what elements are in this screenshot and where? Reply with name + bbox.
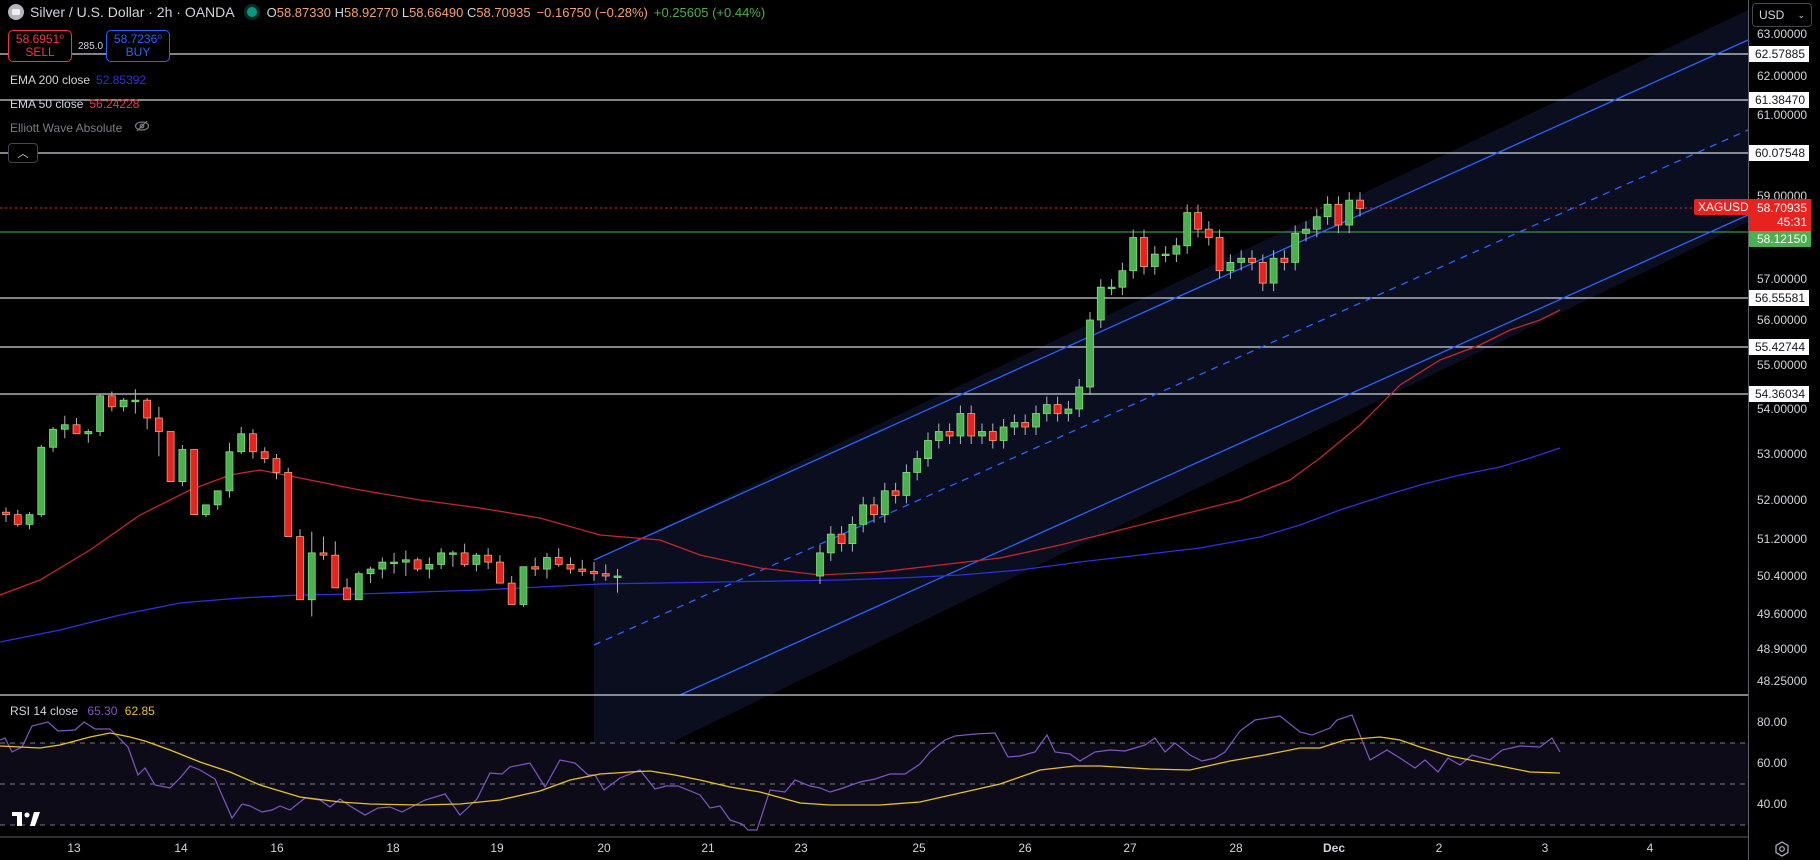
- price-tick: 52.00000: [1757, 493, 1808, 507]
- green-level-label: 58.12150: [1749, 231, 1811, 247]
- price-tick: 50.40000: [1757, 569, 1808, 583]
- time-tick: 25: [912, 841, 926, 855]
- level-label: 61.38470: [1749, 92, 1809, 108]
- collapse-legend-button[interactable]: ︿: [8, 143, 38, 163]
- settings-gear-icon[interactable]: [1774, 841, 1790, 857]
- price-tick: 51.20000: [1757, 532, 1808, 546]
- time-tick: 16: [270, 841, 284, 855]
- price-tick: 49.60000: [1757, 607, 1808, 621]
- price-tick: 62.00000: [1757, 69, 1808, 83]
- time-tick: 18: [386, 841, 400, 855]
- time-tick: 28: [1229, 841, 1243, 855]
- price-tick: 57.00000: [1757, 272, 1808, 286]
- chevron-up-icon: ︿: [17, 148, 29, 160]
- price-tick: 53.00000: [1757, 447, 1808, 461]
- rsi-tick: 80.00: [1757, 715, 1788, 729]
- time-tick: 13: [67, 841, 81, 855]
- tradingview-logo-icon[interactable]: [12, 812, 40, 831]
- silver-logo-icon: [8, 4, 24, 20]
- level-label: 55.42744: [1749, 339, 1809, 355]
- level-label: 60.07548: [1749, 145, 1809, 161]
- price-tick: 54.00000: [1757, 402, 1808, 416]
- buy-button[interactable]: 58.7236⁰ BUY: [106, 30, 170, 62]
- indicator-elliott-wave[interactable]: Elliott Wave Absolute: [10, 120, 150, 135]
- price-change-secondary: +0.25605 (+0.44%): [653, 4, 766, 20]
- price-tick: 48.25000: [1757, 674, 1808, 688]
- currency-select[interactable]: USD ⌄: [1752, 3, 1812, 27]
- time-axis[interactable]: [0, 838, 1748, 860]
- time-tick: 4: [1646, 841, 1654, 855]
- price-tick: 63.00000: [1757, 27, 1808, 41]
- time-tick: Dec: [1322, 841, 1346, 855]
- price-chart[interactable]: [0, 0, 1748, 860]
- time-tick: 3: [1541, 841, 1549, 855]
- indicator-ema200[interactable]: EMA 200 close 52.85392: [10, 73, 147, 87]
- price-change: −0.16750 (−0.28%): [536, 4, 648, 20]
- price-tick: 61.00000: [1757, 108, 1808, 122]
- level-label: 62.57885: [1749, 46, 1809, 62]
- time-tick: 21: [701, 841, 715, 855]
- time-tick: 2: [1435, 841, 1443, 855]
- rsi-tick: 40.00: [1757, 797, 1788, 811]
- spread-value: 285.0: [78, 40, 104, 52]
- symbol-price-label: XAGUSD: [1694, 199, 1753, 215]
- chevron-down-icon: ⌄: [1797, 9, 1805, 20]
- price-tick: 55.00000: [1757, 358, 1808, 372]
- trade-buttons: 58.6951⁰ SELL 285.0 58.7236⁰ BUY: [8, 30, 170, 62]
- market-status-icon[interactable]: [246, 7, 257, 17]
- symbol-title[interactable]: Silver / U.S. Dollar · 2h · OANDA: [30, 4, 235, 20]
- level-label: 56.55581: [1749, 290, 1809, 306]
- time-tick: 19: [490, 841, 504, 855]
- ohlc-values: O58.87330 H58.92770 L58.66490 C58.70935: [266, 4, 531, 20]
- current-price-label: 58.70935 45:31: [1749, 199, 1811, 231]
- time-tick: 27: [1123, 841, 1137, 855]
- symbol-legend: Silver / U.S. Dollar · 2h · OANDA O58.87…: [8, 4, 765, 20]
- time-tick: 14: [174, 841, 188, 855]
- time-tick: 23: [794, 841, 808, 855]
- price-tick: 56.00000: [1757, 313, 1808, 327]
- rsi-legend[interactable]: RSI 14 close 65.30 62.85: [10, 704, 155, 718]
- price-tick: 48.90000: [1757, 642, 1808, 656]
- level-label: 54.36034: [1749, 386, 1809, 402]
- time-tick: 20: [597, 841, 611, 855]
- price-axis[interactable]: [1748, 0, 1820, 860]
- time-tick: 26: [1018, 841, 1032, 855]
- sell-button[interactable]: 58.6951⁰ SELL: [8, 30, 72, 62]
- rsi-tick: 60.00: [1757, 756, 1788, 770]
- indicator-ema50[interactable]: EMA 50 close 56.24228: [10, 97, 140, 111]
- eye-off-icon[interactable]: [134, 120, 150, 135]
